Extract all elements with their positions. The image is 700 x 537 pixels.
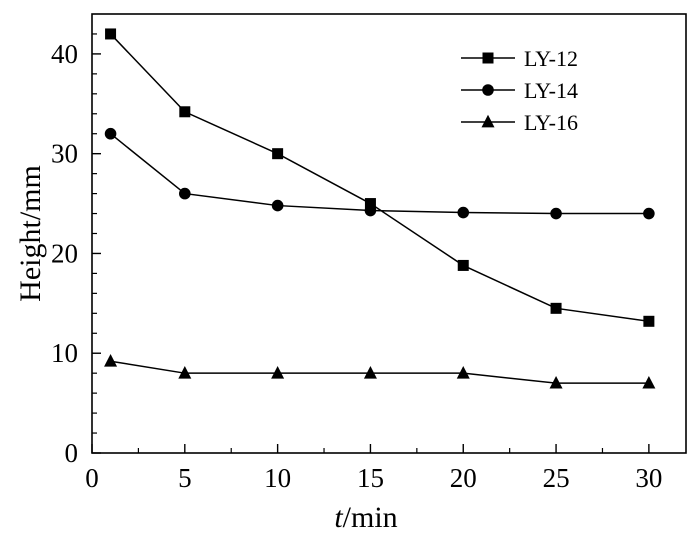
data-point-ly-14: [271, 199, 284, 212]
x-axis-title-variable: t: [334, 501, 343, 534]
y-tick-label: 40: [51, 39, 78, 69]
data-point-ly-16: [642, 375, 656, 389]
y-axis-ticks: 0 10 20 30 40: [51, 33, 101, 468]
series-ly-14: [104, 127, 655, 220]
data-point-ly-16: [363, 365, 377, 379]
x-tick-label: 30: [635, 463, 662, 493]
y-tick-label: 0: [65, 438, 79, 468]
x-tick-label: 10: [264, 463, 291, 493]
series-lines: [104, 28, 656, 389]
data-point-ly-16: [456, 365, 470, 379]
data-point-ly-14: [104, 127, 117, 140]
data-point-ly-14: [550, 207, 562, 220]
x-tick-label: 20: [450, 463, 477, 493]
y-tick-label: 20: [51, 238, 78, 268]
data-point-ly-14: [179, 187, 191, 200]
data-point-ly-12: [272, 148, 284, 160]
legend-item-ly-14: LY-14: [461, 78, 578, 103]
data-point-ly-12: [105, 28, 117, 40]
series-ly-12: [105, 28, 655, 327]
legend: LY-12 LY-14 LY-16: [461, 46, 578, 135]
legend-label: LY-12: [524, 46, 578, 71]
data-point-ly-12: [550, 302, 562, 314]
x-tick-label: 0: [85, 463, 99, 493]
series-ly-16: [104, 354, 656, 389]
data-point-ly-12: [457, 259, 469, 271]
legend-marker: [481, 114, 495, 128]
legend-label: LY-16: [524, 110, 578, 135]
data-point-ly-12: [179, 106, 191, 118]
data-point-ly-14: [457, 206, 470, 219]
y-axis-title: Height/mm: [14, 165, 47, 302]
data-point-ly-12: [364, 198, 376, 210]
x-tick-label: 25: [543, 463, 570, 493]
data-point-ly-16: [178, 365, 192, 379]
data-point-ly-12: [643, 315, 655, 327]
data-point-ly-16: [549, 375, 563, 389]
x-axis-ticks: 0 5 10 15 20 25 30: [85, 444, 662, 493]
x-tick-label: 5: [178, 463, 192, 493]
x-axis-title: t/min: [334, 501, 397, 534]
y-tick-label: 30: [51, 139, 78, 169]
data-point-ly-14: [364, 204, 377, 217]
legend-marker: [482, 52, 494, 64]
plot-border: [91, 13, 687, 454]
legend-item-ly-12: LY-12: [461, 46, 578, 71]
series-line-ly-14: [110, 133, 649, 215]
data-point-ly-16: [104, 354, 118, 367]
data-point-ly-16: [271, 365, 285, 379]
legend-item-ly-16: LY-16: [461, 110, 578, 135]
x-axis-title-unit: /min: [343, 501, 398, 534]
legend-marker: [482, 84, 494, 96]
x-tick-label: 15: [357, 463, 384, 493]
legend-label: LY-14: [524, 78, 578, 103]
data-point-ly-14: [643, 207, 655, 220]
plot-frame: [91, 13, 687, 454]
series-line-ly-16: [110, 360, 649, 384]
y-tick-label: 10: [51, 338, 78, 368]
